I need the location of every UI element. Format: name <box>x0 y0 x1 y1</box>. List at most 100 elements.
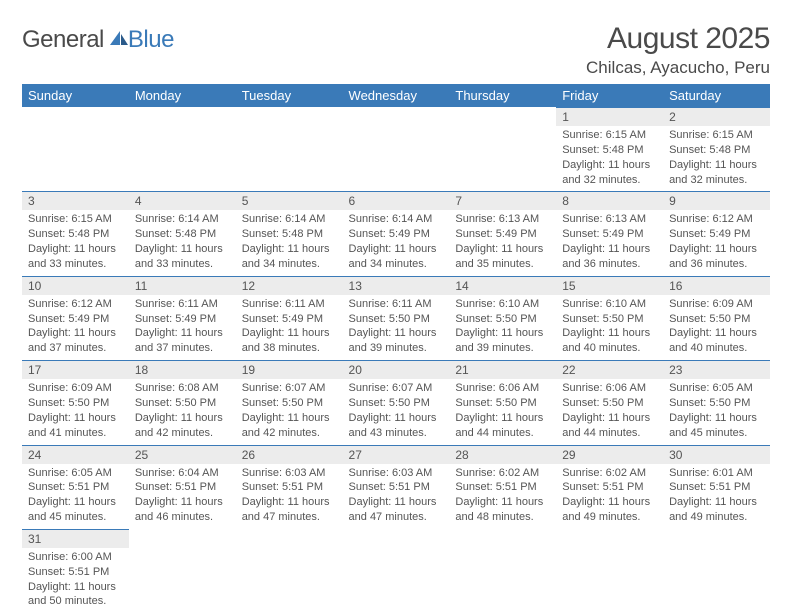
sunset-text: Sunset: 5:49 PM <box>669 227 764 242</box>
day-detail: Sunrise: 6:09 AMSunset: 5:50 PMDaylight:… <box>663 295 770 360</box>
day-number: 28 <box>449 445 556 464</box>
calendar-table: SundayMondayTuesdayWednesdayThursdayFrid… <box>22 84 770 613</box>
calendar-day: 23Sunrise: 6:05 AMSunset: 5:50 PMDayligh… <box>663 360 770 444</box>
sunset-text: Sunset: 5:50 PM <box>349 396 444 411</box>
day-number: 8 <box>556 191 663 210</box>
calendar-day: 25Sunrise: 6:04 AMSunset: 5:51 PMDayligh… <box>129 445 236 529</box>
day-number: 27 <box>343 445 450 464</box>
day-detail: Sunrise: 6:14 AMSunset: 5:48 PMDaylight:… <box>236 210 343 275</box>
sunrise-text: Sunrise: 6:03 AM <box>242 466 337 481</box>
day-number: 24 <box>22 445 129 464</box>
sunrise-text: Sunrise: 6:14 AM <box>349 212 444 227</box>
day-number: 20 <box>343 360 450 379</box>
daylight-text: Daylight: 11 hours and 43 minutes. <box>349 411 444 441</box>
sunrise-text: Sunrise: 6:10 AM <box>562 297 657 312</box>
calendar-day <box>449 529 556 613</box>
calendar-head: SundayMondayTuesdayWednesdayThursdayFrid… <box>22 84 770 107</box>
day-number: 4 <box>129 191 236 210</box>
calendar-day: 20Sunrise: 6:07 AMSunset: 5:50 PMDayligh… <box>343 360 450 444</box>
sunrise-text: Sunrise: 6:12 AM <box>28 297 123 312</box>
sunrise-text: Sunrise: 6:02 AM <box>455 466 550 481</box>
calendar-day <box>129 529 236 613</box>
calendar-day: 11Sunrise: 6:11 AMSunset: 5:49 PMDayligh… <box>129 276 236 360</box>
calendar-day: 28Sunrise: 6:02 AMSunset: 5:51 PMDayligh… <box>449 445 556 529</box>
day-detail: Sunrise: 6:06 AMSunset: 5:50 PMDaylight:… <box>449 379 556 444</box>
sunrise-text: Sunrise: 6:00 AM <box>28 550 123 565</box>
daylight-text: Daylight: 11 hours and 41 minutes. <box>28 411 123 441</box>
logo-general-text: General <box>22 26 104 54</box>
calendar-day: 18Sunrise: 6:08 AMSunset: 5:50 PMDayligh… <box>129 360 236 444</box>
header: General Blue August 2025 Chilcas, Ayacuc… <box>22 22 770 78</box>
sunset-text: Sunset: 5:51 PM <box>28 480 123 495</box>
sunrise-text: Sunrise: 6:09 AM <box>669 297 764 312</box>
day-number: 5 <box>236 191 343 210</box>
day-detail: Sunrise: 6:11 AMSunset: 5:49 PMDaylight:… <box>236 295 343 360</box>
sunrise-text: Sunrise: 6:05 AM <box>669 381 764 396</box>
daylight-text: Daylight: 11 hours and 42 minutes. <box>242 411 337 441</box>
daylight-text: Daylight: 11 hours and 40 minutes. <box>669 326 764 356</box>
day-number: 11 <box>129 276 236 295</box>
daylight-text: Daylight: 11 hours and 35 minutes. <box>455 242 550 272</box>
day-number: 15 <box>556 276 663 295</box>
calendar-day: 24 Sunrise: 6:05 AMSunset: 5:51 PMDayligh… <box>22 445 129 529</box>
daylight-text: Daylight: 11 hours and 46 minutes. <box>135 495 230 525</box>
calendar-day: 5Sunrise: 6:14 AMSunset: 5:48 PMDaylight… <box>236 191 343 275</box>
day-number: 6 <box>343 191 450 210</box>
calendar-week: 1Sunrise: 6:15 AMSunset: 5:48 PMDaylight… <box>22 107 770 191</box>
calendar-day <box>129 107 236 191</box>
calendar-day: 12Sunrise: 6:11 AMSunset: 5:49 PMDayligh… <box>236 276 343 360</box>
day-number: 1 <box>556 107 663 126</box>
calendar-day: 9Sunrise: 6:12 AMSunset: 5:49 PMDaylight… <box>663 191 770 275</box>
calendar-body: 1Sunrise: 6:15 AMSunset: 5:48 PMDaylight… <box>22 107 770 613</box>
calendar-day: 10Sunrise: 6:12 AMSunset: 5:49 PMDayligh… <box>22 276 129 360</box>
day-detail: Sunrise: 6:10 AMSunset: 5:50 PMDaylight:… <box>449 295 556 360</box>
sunrise-text: Sunrise: 6:03 AM <box>349 466 444 481</box>
day-detail: Sunrise: 6:15 AMSunset: 5:48 PMDaylight:… <box>556 126 663 191</box>
sunset-text: Sunset: 5:51 PM <box>135 480 230 495</box>
day-number: 19 <box>236 360 343 379</box>
day-number <box>129 529 236 547</box>
day-number: 17 <box>22 360 129 379</box>
daylight-text: Daylight: 11 hours and 40 minutes. <box>562 326 657 356</box>
calendar-day: 19Sunrise: 6:07 AMSunset: 5:50 PMDayligh… <box>236 360 343 444</box>
day-header: Saturday <box>663 84 770 107</box>
daylight-text: Daylight: 11 hours and 34 minutes. <box>349 242 444 272</box>
calendar-day <box>22 107 129 191</box>
sunrise-text: Sunrise: 6:11 AM <box>349 297 444 312</box>
location: Chilcas, Ayacucho, Peru <box>586 58 770 78</box>
daylight-text: Daylight: 11 hours and 44 minutes. <box>455 411 550 441</box>
daylight-text: Daylight: 11 hours and 33 minutes. <box>135 242 230 272</box>
logo: General Blue <box>22 26 174 54</box>
calendar-day <box>449 107 556 191</box>
sunset-text: Sunset: 5:50 PM <box>562 312 657 327</box>
sunrise-text: Sunrise: 6:05 AM <box>28 466 123 481</box>
sunset-text: Sunset: 5:51 PM <box>669 480 764 495</box>
day-number: 3 <box>22 191 129 210</box>
daylight-text: Daylight: 11 hours and 32 minutes. <box>669 158 764 188</box>
calendar-day <box>236 107 343 191</box>
daylight-text: Daylight: 11 hours and 45 minutes. <box>669 411 764 441</box>
calendar-day <box>556 529 663 613</box>
day-detail: Sunrise: 6:05 AMSunset: 5:50 PMDaylight:… <box>663 379 770 444</box>
day-detail: Sunrise: 6:11 AMSunset: 5:50 PMDaylight:… <box>343 295 450 360</box>
sunset-text: Sunset: 5:51 PM <box>562 480 657 495</box>
sunset-text: Sunset: 5:48 PM <box>242 227 337 242</box>
day-number <box>236 107 343 125</box>
sunrise-text: Sunrise: 6:11 AM <box>135 297 230 312</box>
calendar-day: 30Sunrise: 6:01 AMSunset: 5:51 PMDayligh… <box>663 445 770 529</box>
sunrise-text: Sunrise: 6:02 AM <box>562 466 657 481</box>
sunrise-text: Sunrise: 6:15 AM <box>669 128 764 143</box>
day-number: 13 <box>343 276 450 295</box>
sunset-text: Sunset: 5:51 PM <box>349 480 444 495</box>
sunset-text: Sunset: 5:49 PM <box>455 227 550 242</box>
calendar-week: 3Sunrise: 6:15 AMSunset: 5:48 PMDaylight… <box>22 191 770 275</box>
sunrise-text: Sunrise: 6:07 AM <box>242 381 337 396</box>
calendar-day: 22Sunrise: 6:06 AMSunset: 5:50 PMDayligh… <box>556 360 663 444</box>
sunset-text: Sunset: 5:50 PM <box>28 396 123 411</box>
calendar-week: 24Sunrise: 6:05 AMSunset: 5:51 PMDayligh… <box>22 445 770 529</box>
calendar-day <box>663 529 770 613</box>
calendar-day <box>343 107 450 191</box>
day-number <box>449 529 556 547</box>
daylight-text: Daylight: 11 hours and 45 minutes. <box>28 495 123 525</box>
daylight-text: Daylight: 11 hours and 49 minutes. <box>669 495 764 525</box>
